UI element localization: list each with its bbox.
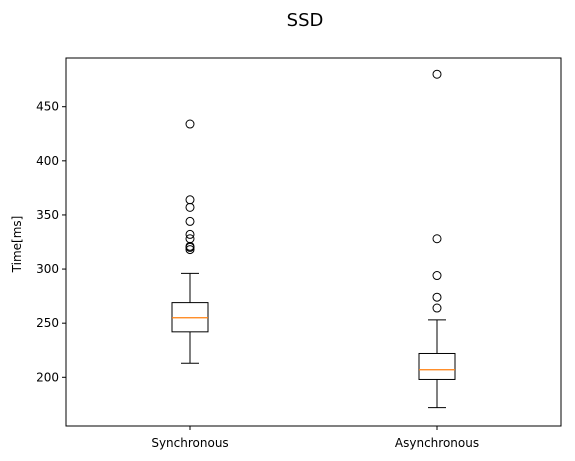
x-axis-ticks: Synchronous Asynchronous (151, 426, 479, 450)
chart-title: SSD (287, 10, 324, 31)
outlier-asynchronous-0 (432, 303, 442, 313)
outlier-synchronous-8 (185, 119, 195, 129)
outlier-asynchronous-2 (432, 271, 442, 281)
outlier-synchronous-5 (185, 216, 195, 226)
outlier-synchronous-6 (185, 202, 195, 212)
box-group-synchronous (171, 119, 209, 364)
boxes-layer (171, 69, 456, 409)
y-tick-label-450: 450 (36, 100, 59, 114)
outlier-asynchronous-1 (432, 292, 442, 302)
y-tick-label-400: 400 (36, 154, 59, 168)
outlier-asynchronous-4 (432, 69, 442, 79)
outlier-synchronous-3 (185, 234, 195, 244)
box-group-asynchronous (418, 69, 456, 409)
y-axis-label: Time[ms] (10, 216, 24, 274)
y-tick-label-250: 250 (36, 316, 59, 330)
y-axis-ticks: 200 250 300 350 400 450 (36, 100, 66, 384)
x-tick-label-asynchronous: Asynchronous (395, 436, 479, 450)
y-tick-label-350: 350 (36, 208, 59, 222)
x-tick-label-synchronous: Synchronous (151, 436, 228, 450)
y-tick-label-200: 200 (36, 370, 59, 384)
outlier-synchronous-7 (185, 195, 195, 205)
y-tick-label-300: 300 (36, 262, 59, 276)
iqr-box-asynchronous (418, 352, 456, 380)
plot-frame (65, 57, 562, 427)
outlier-synchronous-4 (185, 229, 195, 239)
outlier-synchronous-0 (185, 245, 195, 255)
outlier-asynchronous-3 (432, 234, 442, 244)
